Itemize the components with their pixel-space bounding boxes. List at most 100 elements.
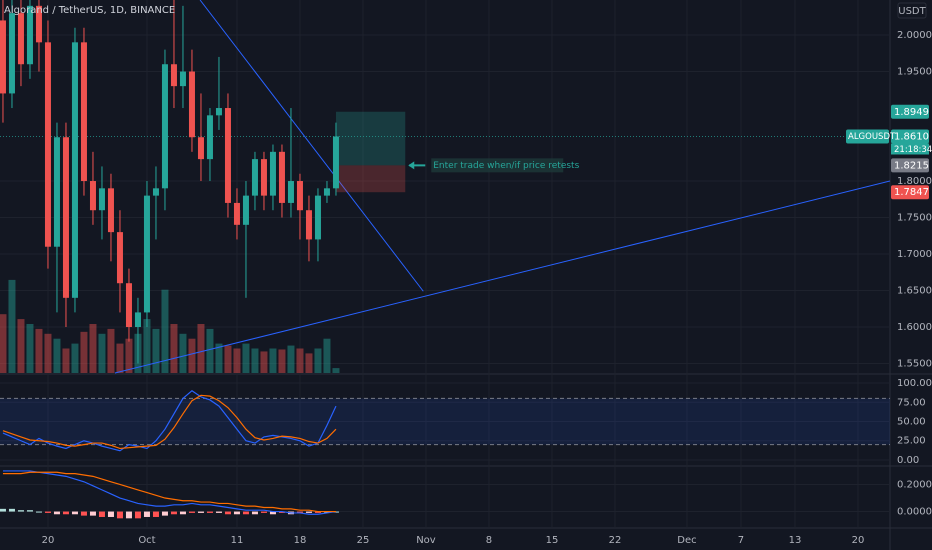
macd-tick-label: 0.0000: [897, 507, 932, 518]
candle-body: [89, 181, 96, 211]
trendline: [199, 0, 424, 292]
macd-histogram-bar: [278, 511, 285, 513]
macd-histogram-bar: [242, 511, 249, 515]
x-tick-label: 15: [546, 535, 559, 546]
currency-box[interactable]: [897, 2, 927, 19]
volume-bar: [143, 319, 151, 373]
symbol-label: ALGOUSDT: [848, 132, 896, 142]
macd-histogram-bar: [269, 511, 276, 515]
x-tick-label: Dec: [677, 535, 696, 546]
volume-bar: [314, 348, 322, 373]
macd-tick-label: 0.2000: [897, 479, 932, 490]
currency[interactable]: USDT: [898, 6, 926, 17]
x-tick-label: 18: [294, 535, 307, 546]
volume-bar: [296, 348, 304, 373]
annotation-arrowhead: [408, 161, 415, 170]
candle-body: [0, 20, 6, 94]
macd-histogram-bar: [89, 511, 96, 516]
price-tick-label: 1.7500: [897, 213, 932, 224]
volume-bar: [242, 343, 250, 373]
price-label: 1.7847: [894, 187, 929, 198]
macd-histogram-bar: [80, 511, 87, 516]
candle-body: [206, 115, 213, 160]
candle-body: [125, 283, 132, 328]
macd-histogram-bar: [134, 511, 141, 519]
volume-bar: [197, 324, 205, 373]
main-pane: Enter trade when/if price retests: [0, 0, 891, 374]
volume-bar: [233, 348, 241, 373]
candle-body: [305, 210, 312, 240]
macd-histogram-bar: [35, 511, 42, 513]
volume-bar: [206, 328, 214, 373]
macd-histogram-bar: [188, 511, 195, 513]
macd-histogram-bar: [305, 511, 312, 513]
macd-histogram-bar: [215, 511, 222, 513]
macd-histogram-bar: [161, 511, 168, 516]
stoch-tick-label: 100.00: [897, 378, 932, 389]
macd-histogram-bar: [107, 511, 114, 517]
price-label-box: [891, 129, 929, 144]
candle-body: [197, 137, 204, 160]
macd-histogram-bar: [143, 511, 150, 517]
x-tick-label: Nov: [416, 535, 436, 546]
axes: 20 Oct 11 18 25 Nov 8 15 22 Dec 7 13 20 2.0000 1.9500 1…: [42, 30, 932, 546]
volume-bar: [80, 331, 88, 373]
x-tick-label: 11: [231, 535, 244, 546]
x-tick-label: 7: [738, 535, 744, 546]
macd-histogram-bar: [260, 511, 267, 513]
candle-body: [62, 137, 69, 298]
volume-bar: [62, 348, 70, 373]
price-label: 1.8215: [894, 160, 929, 171]
annotation-box: [431, 158, 564, 173]
candle-body: [332, 136, 339, 189]
candle-body: [35, 5, 42, 43]
price-tick-label: 1.8000: [897, 176, 932, 187]
macd-histogram-bar: [179, 511, 186, 515]
candle-body: [161, 64, 168, 189]
candle-body: [71, 42, 78, 298]
candle-body: [278, 151, 285, 203]
candle-body: [314, 195, 321, 240]
candle-body: [287, 181, 294, 203]
stoch-tick-label: 25.00: [897, 436, 926, 447]
volume-bar: [0, 314, 7, 373]
indicator-line: [2, 470, 337, 515]
price-tick-label: 1.6000: [897, 322, 932, 333]
volume-bar: [71, 343, 79, 373]
countdown-box: [891, 143, 929, 155]
grid: [0, 0, 890, 528]
volume-bar: [179, 333, 187, 373]
volume-bar: [170, 324, 178, 373]
price-tick-label: 1.9500: [897, 67, 932, 78]
candle-body: [179, 71, 186, 87]
candle-body: [260, 159, 267, 196]
volume-bar: [152, 328, 160, 373]
macd-histogram-bar: [206, 511, 213, 513]
countdown: 21:18:34: [894, 145, 932, 155]
stoch-band: [0, 398, 890, 445]
volume-bar: [44, 333, 52, 373]
price-tick-label: 2.0000: [897, 30, 932, 41]
annotation: Enter trade when/if price retests: [433, 161, 579, 171]
volume-bar: [251, 348, 259, 373]
volume-bar: [89, 324, 97, 373]
candle-body: [296, 181, 303, 211]
candle-body: [251, 159, 258, 196]
macd-histogram-bar: [152, 511, 159, 517]
candle-body: [80, 42, 87, 182]
volume-bar: [188, 338, 196, 373]
volume-bar: [161, 289, 169, 373]
volume-bar: [215, 343, 223, 373]
macd-histogram-bar: [17, 510, 24, 512]
volume-bar: [35, 328, 43, 373]
stoch-tick-label: 75.00: [897, 397, 926, 408]
volume-bar: [107, 328, 115, 373]
x-tick-label: 20: [42, 535, 55, 546]
macd-histogram-bar: [224, 511, 231, 515]
candle-body: [242, 195, 249, 225]
volume-bar: [323, 338, 331, 373]
macd-histogram-bar: [296, 511, 303, 513]
candle-body: [134, 312, 141, 328]
candle-body: [215, 108, 222, 116]
macd-histogram-bar: [116, 511, 123, 519]
